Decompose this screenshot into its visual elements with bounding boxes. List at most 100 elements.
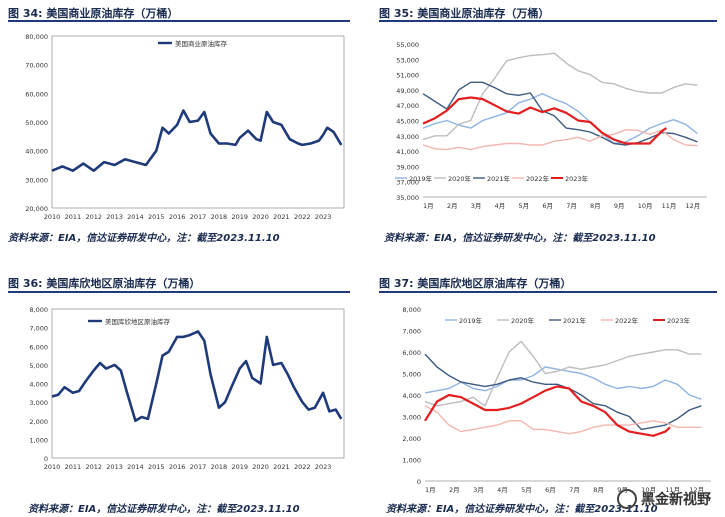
y-tick-label: 1,000 bbox=[402, 457, 421, 465]
x-tick-label: 12月 bbox=[689, 486, 704, 494]
y-tick-label: 4,000 bbox=[29, 381, 48, 389]
x-tick-label: 2021 bbox=[273, 463, 290, 471]
y-tick-label: 55,000 bbox=[396, 41, 419, 49]
y-tick-label: 49,000 bbox=[396, 87, 419, 95]
x-tick-label: 2017 bbox=[190, 463, 207, 471]
figure-label: 图 36: bbox=[8, 277, 43, 290]
x-tick-label: 2012 bbox=[85, 463, 102, 471]
title-rule bbox=[8, 291, 350, 293]
x-tick-label: 10月 bbox=[641, 486, 656, 494]
y-tick-label: 6,000 bbox=[29, 343, 48, 351]
title-rule bbox=[8, 20, 350, 22]
legend-label: 2021年 bbox=[563, 316, 587, 325]
y-tick-label: 4,000 bbox=[402, 392, 421, 400]
legend: 2019年 2020年 2021年 2022年 2023年 bbox=[395, 174, 589, 183]
legend-label: 美国商业原油库存 bbox=[175, 39, 228, 48]
series-line-2019 bbox=[424, 366, 702, 400]
x-tick-label: 2015 bbox=[148, 213, 165, 221]
y-tick-label: 39,000 bbox=[396, 163, 419, 171]
x-tick-label: 8月 bbox=[593, 486, 604, 494]
x-tick-label: 2011 bbox=[65, 213, 82, 221]
series-line-2020 bbox=[424, 340, 702, 407]
x-tick-label: 2016 bbox=[169, 213, 186, 221]
series-line-2019 bbox=[422, 93, 698, 145]
series-line-2023 bbox=[422, 96, 668, 145]
x-tick-label: 2月 bbox=[449, 486, 460, 494]
legend-label: 2020年 bbox=[511, 316, 535, 325]
y-tick-label: 35,000 bbox=[396, 194, 419, 202]
x-tick-label: 12月 bbox=[686, 202, 701, 210]
x-tick-label: 5月 bbox=[518, 202, 529, 210]
x-tick-label: 2018 bbox=[211, 213, 228, 221]
source-note-37: 资料来源：EIA，信达证券研发中心，注：截至2023.11.10 bbox=[386, 504, 658, 515]
x-tick-label: 2019 bbox=[231, 213, 248, 221]
source-note-35: 资料来源：EIA，信达证券研发中心，注：截至2023.11.10 bbox=[384, 233, 656, 244]
plot-frame bbox=[51, 308, 345, 459]
figure-label: 图 34: bbox=[8, 7, 43, 20]
y-tick-label: 0 bbox=[417, 478, 421, 486]
legend-label: 2019年 bbox=[459, 316, 483, 325]
legend-label: 美国库欣地区原油库存 bbox=[105, 317, 171, 326]
figure-label: 图 37: bbox=[379, 277, 414, 290]
y-tick-label: 53,000 bbox=[396, 56, 419, 64]
title-rule bbox=[379, 20, 717, 22]
series-line-2021 bbox=[422, 81, 698, 146]
x-tick-label: 2020 bbox=[252, 463, 269, 471]
x-tick-label: 2023 bbox=[315, 213, 332, 221]
x-tick-label: 2016 bbox=[169, 463, 186, 471]
y-tick-label: 60,000 bbox=[25, 90, 48, 98]
y-tick-label: 1,000 bbox=[29, 436, 48, 444]
legend: 美国商业原油库存 bbox=[158, 39, 228, 48]
legend-label: 2023年 bbox=[667, 316, 691, 325]
x-tick-label: 2月 bbox=[447, 202, 458, 210]
legend: 2019年 2020年 2021年 2022年 2023年 bbox=[445, 316, 691, 325]
panel-37-title: 图 37: 美国库欣地区原油库存（万桶） bbox=[379, 275, 571, 291]
x-tick-label: 6月 bbox=[545, 486, 556, 494]
x-tick-label: 2013 bbox=[106, 213, 123, 221]
legend-label: 2023年 bbox=[565, 174, 589, 183]
y-tick-label: 51,000 bbox=[396, 72, 419, 80]
x-tick-label: 2020 bbox=[252, 213, 269, 221]
y-tick-label: 8,000 bbox=[29, 306, 48, 314]
y-tick-label: 2,000 bbox=[402, 435, 421, 443]
y-tick-label: 70,000 bbox=[25, 62, 48, 70]
x-tick-label: 1月 bbox=[425, 486, 436, 494]
series-line-2021 bbox=[424, 353, 702, 431]
x-tick-label: 2023 bbox=[315, 463, 332, 471]
x-tick-label: 2012 bbox=[85, 213, 102, 221]
legend-label: 2021年 bbox=[487, 174, 511, 183]
wechat-icon bbox=[617, 489, 637, 509]
x-tick-label: 3月 bbox=[473, 486, 484, 494]
series-line-2022 bbox=[424, 405, 702, 435]
y-tick-label: 41,000 bbox=[396, 148, 419, 156]
x-tick-label: 4月 bbox=[495, 202, 506, 210]
x-tick-label: 2010 bbox=[44, 213, 61, 221]
legend-label: 2020年 bbox=[448, 174, 472, 183]
legend-label: 2019年 bbox=[409, 174, 433, 183]
x-tick-label: 6月 bbox=[542, 202, 553, 210]
legend-label: 2022年 bbox=[526, 174, 550, 183]
x-tick-label: 2017 bbox=[190, 213, 207, 221]
x-tick-label: 8月 bbox=[590, 202, 601, 210]
y-tick-label: 2,000 bbox=[29, 418, 48, 426]
y-tick-label: 20,000 bbox=[25, 205, 48, 213]
y-tick-label: 5,000 bbox=[29, 362, 48, 370]
plot-frame bbox=[51, 35, 345, 209]
x-tick-label: 2013 bbox=[106, 463, 123, 471]
y-tick-label: 3,000 bbox=[29, 399, 48, 407]
x-tick-label: 3月 bbox=[471, 202, 482, 210]
panel-36-title: 图 36: 美国库欣地区原油库存（万桶） bbox=[8, 275, 200, 291]
x-tick-label: 2011 bbox=[65, 463, 82, 471]
figure-title: 美国库欣地区原油库存（万桶） bbox=[417, 277, 572, 290]
x-tick-label: 11月 bbox=[662, 202, 677, 210]
x-tick-label: 2021 bbox=[273, 213, 290, 221]
x-tick-label: 2018 bbox=[211, 463, 228, 471]
y-tick-label: 45,000 bbox=[396, 118, 419, 126]
y-tick-label: 0 bbox=[44, 455, 48, 463]
chart-36: 0 1,000 2,000 3,000 4,000 5,000 6,000 7,000 8,00… bbox=[29, 306, 345, 471]
chart-35: 35,000 37,000 39,000 41,000 43,000 45,000 47,0… bbox=[395, 41, 707, 210]
figure-title: 美国商业原油库存（万桶） bbox=[417, 7, 550, 20]
watermark-text: 黑金新视野 bbox=[641, 492, 711, 508]
x-tick-label: 2019 bbox=[231, 463, 248, 471]
series-line-2022 bbox=[422, 129, 698, 151]
